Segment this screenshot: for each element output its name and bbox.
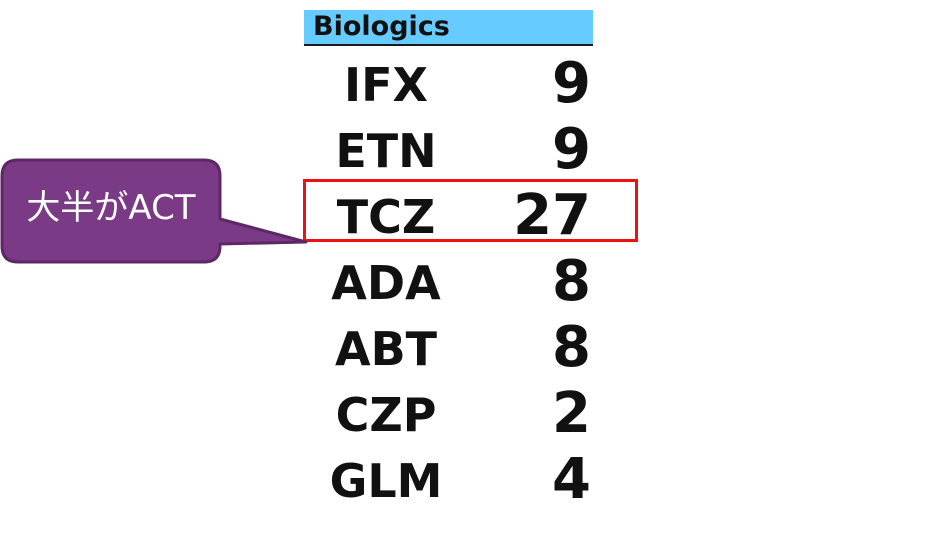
callout-bubble <box>0 158 308 264</box>
table-row: GLM 4 <box>304 448 593 514</box>
callout-shape <box>0 158 308 264</box>
drug-name: ABT <box>334 322 438 376</box>
drug-name: GLM <box>329 454 443 508</box>
drug-count: 4 <box>552 447 591 512</box>
drug-count: 8 <box>552 315 591 380</box>
table-row: TCZ 27 <box>304 184 593 250</box>
table-header: Biologics <box>304 10 593 46</box>
drug-count: 27 <box>513 183 591 248</box>
table-row: ETN 9 <box>304 118 593 184</box>
biologics-table: Biologics IFX 9 ETN 9 TCZ 27 ADA 8 ABT 8… <box>304 10 593 512</box>
table-row: ABT 8 <box>304 316 593 382</box>
drug-name: IFX <box>343 58 428 112</box>
drug-name: ADA <box>331 256 441 310</box>
drug-name: ETN <box>335 124 437 178</box>
drug-count: 9 <box>552 117 591 182</box>
table-row: CZP 2 <box>304 382 593 448</box>
table-header-label: Biologics <box>313 11 450 42</box>
drug-count: 8 <box>552 249 591 314</box>
drug-count: 9 <box>552 51 591 116</box>
table-row: ADA 8 <box>304 250 593 316</box>
table-row: IFX 9 <box>304 52 593 118</box>
drug-name: CZP <box>335 388 437 442</box>
callout-text: 大半がACT <box>26 188 196 228</box>
drug-name: TCZ <box>336 190 436 244</box>
tcz-highlight-box <box>303 179 638 242</box>
callout: 大半がACT <box>0 0 310 270</box>
drug-count: 2 <box>552 381 591 446</box>
